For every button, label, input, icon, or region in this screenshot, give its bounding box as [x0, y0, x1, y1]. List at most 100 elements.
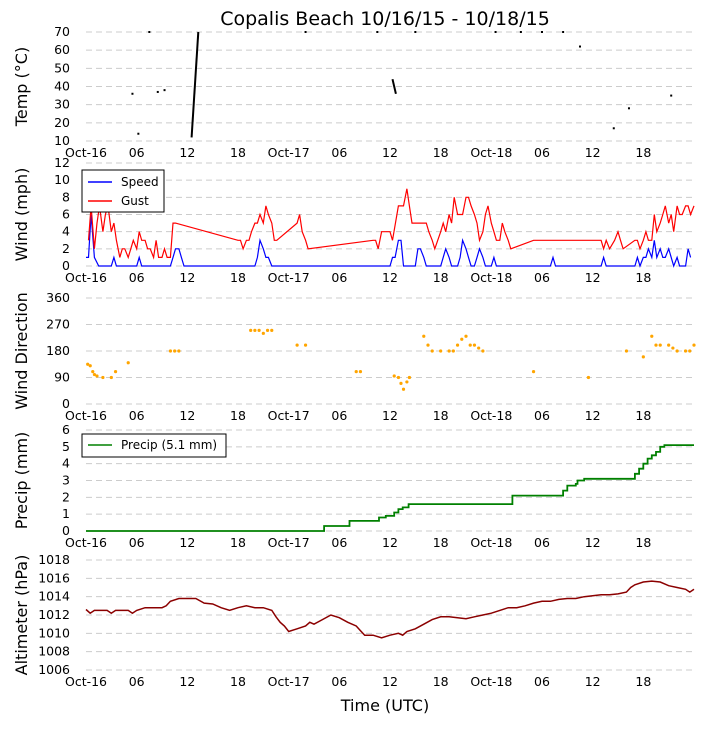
legend-label: Gust	[121, 194, 149, 208]
y-tick-label: 1012	[38, 607, 70, 622]
direction-point	[95, 374, 99, 378]
precip-line	[86, 444, 694, 532]
x-tick-label: 06	[534, 145, 550, 160]
temp-point	[562, 31, 565, 33]
x-tick-label: 12	[382, 674, 398, 689]
temp-point	[494, 31, 497, 33]
y-tick-label: 30	[54, 97, 70, 112]
panel-2: 0 90 180 270 360 Oct-16 06 12 18 Oct-17 06 12 18 Oct-…	[12, 290, 696, 423]
x-tick-label: 06	[331, 270, 347, 285]
y-tick-label: 1010	[38, 625, 70, 640]
direction-point	[91, 370, 95, 374]
y-tick-label: 10	[54, 133, 70, 148]
y-tick-label: 1014	[38, 589, 70, 604]
direction-point	[654, 343, 658, 347]
direction-point	[683, 349, 688, 353]
direction-point	[472, 343, 477, 347]
y-tick-label: 12	[54, 155, 70, 170]
direction-point	[481, 349, 485, 353]
x-tick-label: 12	[585, 408, 601, 423]
x-tick-label: 12	[585, 145, 601, 160]
direction-point	[624, 349, 629, 353]
temp-point	[376, 31, 379, 33]
x-tick-label: 18	[433, 408, 449, 423]
y-axis-label: Altimeter (hPa)	[12, 555, 31, 676]
x-tick-label: Oct-18	[470, 408, 512, 423]
direction-point	[392, 374, 396, 378]
temp-point	[541, 31, 543, 33]
direction-point	[253, 328, 257, 332]
x-tick-label: 18	[230, 408, 246, 423]
y-tick-label: 1	[62, 506, 70, 521]
x-tick-label: 12	[382, 408, 398, 423]
direction-point	[405, 380, 409, 384]
x-tick-label: 06	[331, 535, 347, 550]
direction-point	[586, 375, 591, 380]
panel-4: 1006 1008 1010 1012 1014 1016 1018 Oct-16 06 12 18…	[12, 552, 695, 689]
x-tick-label: 06	[534, 270, 550, 285]
precip-legend: Precip (5.1 mm)	[81, 433, 227, 458]
direction-point	[249, 328, 253, 332]
temp-point	[627, 107, 630, 110]
temp-point	[163, 89, 166, 92]
direction-point	[675, 349, 679, 353]
y-tick-label: 60	[54, 42, 70, 57]
direction-point	[86, 362, 90, 366]
y-tick-label: 0	[62, 258, 70, 273]
y-tick-label: 1018	[38, 552, 70, 567]
gust-line	[87, 188, 695, 260]
x-tick-label: 18	[230, 145, 246, 160]
x-tick-label: 12	[585, 674, 601, 689]
y-tick-label: 2	[62, 489, 70, 504]
direction-point	[447, 349, 451, 353]
direction-point	[464, 334, 468, 338]
x-tick-label: 06	[129, 674, 145, 689]
y-tick-label: 40	[54, 79, 70, 94]
panel-0: 10 20 30 40 50 60 70 Oct-16 06 12 18 Oct-17 06 12 18 Oc…	[12, 24, 694, 160]
y-tick-label: 2	[62, 241, 70, 256]
x-tick-label: 12	[179, 270, 195, 285]
direction-point	[399, 381, 403, 385]
x-tick-label: Oct-16	[65, 145, 107, 160]
temp-point	[612, 127, 615, 130]
direction-point	[692, 343, 696, 347]
direction-point	[303, 343, 308, 347]
legend-label: Speed	[121, 175, 159, 189]
direction-point	[396, 375, 401, 380]
y-tick-label: 270	[46, 317, 70, 332]
x-tick-label: 06	[331, 674, 347, 689]
direction-point	[88, 364, 92, 368]
y-tick-label: 3	[62, 473, 70, 488]
x-tick-label: 12	[585, 535, 601, 550]
direction-point	[126, 361, 130, 365]
y-tick-label: 360	[46, 290, 70, 305]
direction-point	[460, 337, 464, 341]
direction-point	[295, 343, 299, 347]
direction-point	[455, 343, 460, 347]
direction-point	[257, 328, 261, 332]
x-tick-label: 18	[230, 270, 246, 285]
direction-point	[101, 375, 105, 380]
legend-box	[81, 433, 227, 458]
direction-point	[407, 375, 412, 380]
direction-point	[422, 334, 426, 338]
direction-point	[641, 355, 645, 359]
x-tick-label: 18	[635, 674, 651, 689]
x-tick-label: 12	[179, 674, 195, 689]
x-tick-label: 12	[585, 270, 601, 285]
y-tick-label: 20	[54, 115, 70, 130]
x-tick-label: Oct-16	[65, 535, 107, 550]
x-tick-label: 18	[635, 535, 651, 550]
direction-point	[426, 343, 430, 347]
x-tick-label: 12	[382, 535, 398, 550]
y-tick-label: 1008	[38, 644, 70, 659]
temp-point	[148, 31, 151, 33]
direction-point	[477, 346, 481, 350]
direction-point	[270, 328, 274, 332]
legend-box	[81, 169, 165, 213]
x-tick-label: Oct-18	[470, 535, 512, 550]
direction-point	[261, 331, 265, 335]
x-tick-label: 06	[129, 408, 145, 423]
